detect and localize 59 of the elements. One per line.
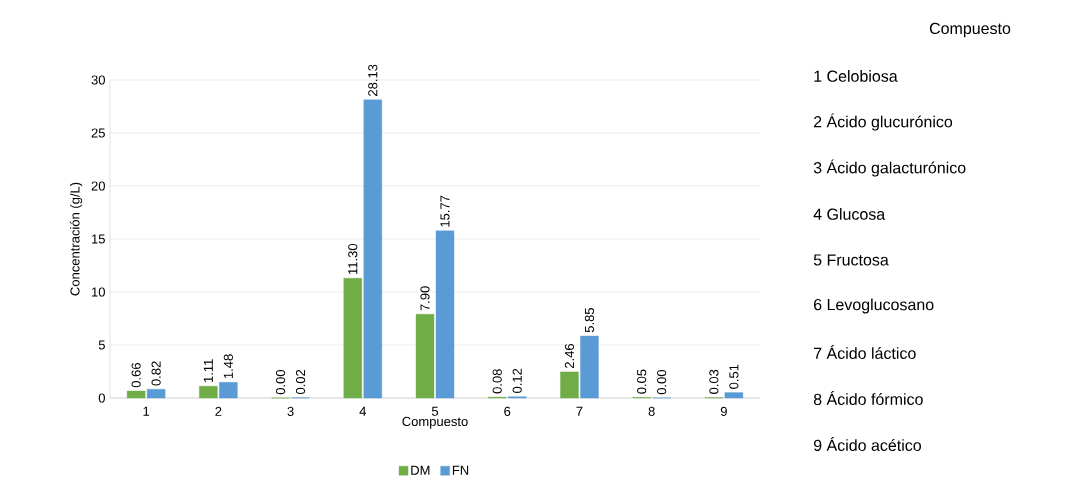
x-tick-label: 5 [431, 406, 439, 416]
bar [126, 390, 146, 399]
data-label: 5.85 [584, 308, 595, 333]
bar [580, 335, 599, 399]
text: 8 Ácido fórmico [813, 390, 923, 405]
y-axis-title: Concentración (g/L) [69, 182, 83, 296]
x-tick-label: 1 [143, 406, 150, 416]
data-label: 0.00 [657, 369, 667, 395]
text: 3 Ácido galacturónico [813, 159, 966, 177]
y-tick-label: 0 [98, 393, 105, 403]
data-label: 7.90 [420, 286, 430, 311]
bar [363, 99, 382, 399]
data-label: 15.77 [440, 195, 450, 227]
text: 6 Levoglucosano [814, 298, 934, 314]
y-tick-label: 15 [92, 234, 105, 244]
text: Compuesto [929, 22, 1011, 38]
x-tick-label: 4 [359, 406, 367, 416]
data-label: 0.08 [492, 369, 502, 394]
text: 1 Celobiosa [814, 70, 898, 82]
x-axis-title: Compuesto [402, 416, 468, 429]
data-label: 1.11 [203, 359, 213, 383]
y-tick-label: 25 [91, 128, 105, 138]
bar [146, 389, 166, 399]
x-tick-label: 8 [648, 406, 655, 416]
bar [724, 392, 744, 399]
text: 9 Ácido acético [813, 436, 921, 451]
bar [199, 386, 218, 399]
data-label: 0.12 [512, 368, 522, 394]
bar [219, 382, 238, 399]
data-label: 2.46 [564, 343, 575, 369]
bar [560, 371, 579, 399]
y-tick-label: 10 [92, 287, 105, 297]
data-label: 0.51 [729, 364, 739, 389]
text: 5 Fructosa [813, 254, 889, 266]
data-label: 0.02 [295, 369, 306, 395]
legend-label: FN [452, 465, 469, 475]
text: 4 Glucosa [813, 208, 886, 220]
data-label: 11.30 [348, 243, 358, 275]
data-label: 0.82 [151, 361, 161, 386]
text: 2 Ácido glucurónico [814, 113, 953, 131]
y-tick-label: 5 [98, 340, 105, 350]
data-label: 28.13 [368, 64, 378, 96]
data-label: 0.66 [131, 363, 141, 388]
data-label: 0.00 [275, 369, 286, 395]
data-label: 1.48 [223, 354, 233, 379]
bar [435, 230, 455, 399]
y-tick-label: 20 [91, 181, 105, 191]
data-label: 0.03 [709, 369, 719, 394]
x-tick-label: 3 [287, 406, 294, 416]
bar [343, 278, 362, 399]
x-tick-label: 2 [215, 406, 222, 416]
x-tick-label: 7 [576, 406, 583, 416]
legend-label: DM [411, 465, 430, 475]
text: 7 Ácido láctico [814, 344, 916, 359]
y-tick-label: 30 [91, 75, 105, 85]
x-tick-label: 6 [504, 406, 511, 416]
bar [415, 314, 435, 399]
data-label: 0.05 [637, 369, 647, 394]
x-tick-label: 9 [720, 406, 727, 416]
